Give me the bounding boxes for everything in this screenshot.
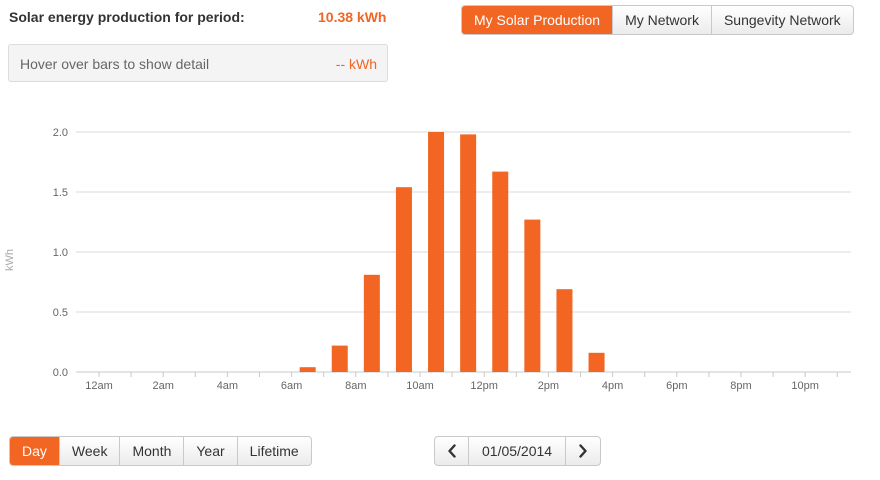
hover-detail-text: Hover over bars to show detail [20,56,210,72]
y-tick-label: 2.0 [53,127,68,139]
bar-7am [299,367,316,372]
x-tick-label: 12am [85,380,113,392]
current-date[interactable]: 01/05/2014 [469,437,567,465]
bar-9am [363,274,380,372]
x-tick-label: 4am [217,380,238,392]
period-label: Solar energy production for period: [9,9,245,25]
tab-sungevity-network[interactable]: Sungevity Network [723,12,841,28]
range-day-button[interactable]: Day [10,437,60,465]
x-tick-label: 12pm [470,380,498,392]
chevron-right-icon [579,444,587,458]
bar-1pm [492,171,509,372]
x-tick-label: 4pm [602,380,623,392]
range-tabs: Day Week Month Year Lifetime [9,436,312,466]
y-axis-label: kWh [4,249,16,271]
y-tick-label: 1.0 [53,247,68,259]
x-tick-label: 10pm [791,380,819,392]
next-date-button[interactable] [566,437,600,465]
previous-date-button[interactable] [435,437,469,465]
x-tick-label: 6am [281,380,302,392]
x-tick-label: 2am [152,380,173,392]
bar-11am [428,132,445,372]
x-tick-label: 8pm [730,380,751,392]
y-tick-label: 0.5 [53,307,68,319]
production-chart: 0.0 0.5 1.0 1.5 2.0 kWh 12am 2am 4am 6am 8am 10am 12… [4,127,851,392]
tab-my-solar-production[interactable]: My Solar Production [462,6,614,34]
x-tick-label: 6pm [666,380,687,392]
y-tick-label: 1.5 [53,187,68,199]
date-navigator: 01/05/2014 [434,436,602,466]
bar-4pm [588,352,605,372]
bar-2pm [524,219,541,372]
tab-my-network[interactable]: My Network [613,6,712,34]
bar-12pm [460,134,477,372]
view-tabs: My Solar Production My Network Sungevity… [461,5,854,35]
x-tick-label: 10am [406,380,434,392]
hover-detail-value: -- kWh [335,56,377,72]
range-month-button[interactable]: Month [120,437,185,465]
chevron-left-icon [447,444,456,458]
period-total: 10.38 kWh [318,9,387,25]
x-tick-label: 2pm [538,380,559,392]
bar-10am [395,187,412,372]
bar-3pm [556,289,573,372]
y-tick-label: 0.0 [53,367,68,379]
range-week-button[interactable]: Week [60,437,121,465]
range-year-button[interactable]: Year [184,437,238,465]
hover-detail-box: Hover over bars to show detail -- kWh [8,44,388,82]
bar-8am [331,345,348,372]
x-tick-label: 8am [345,380,366,392]
range-lifetime-button[interactable]: Lifetime [249,443,299,459]
